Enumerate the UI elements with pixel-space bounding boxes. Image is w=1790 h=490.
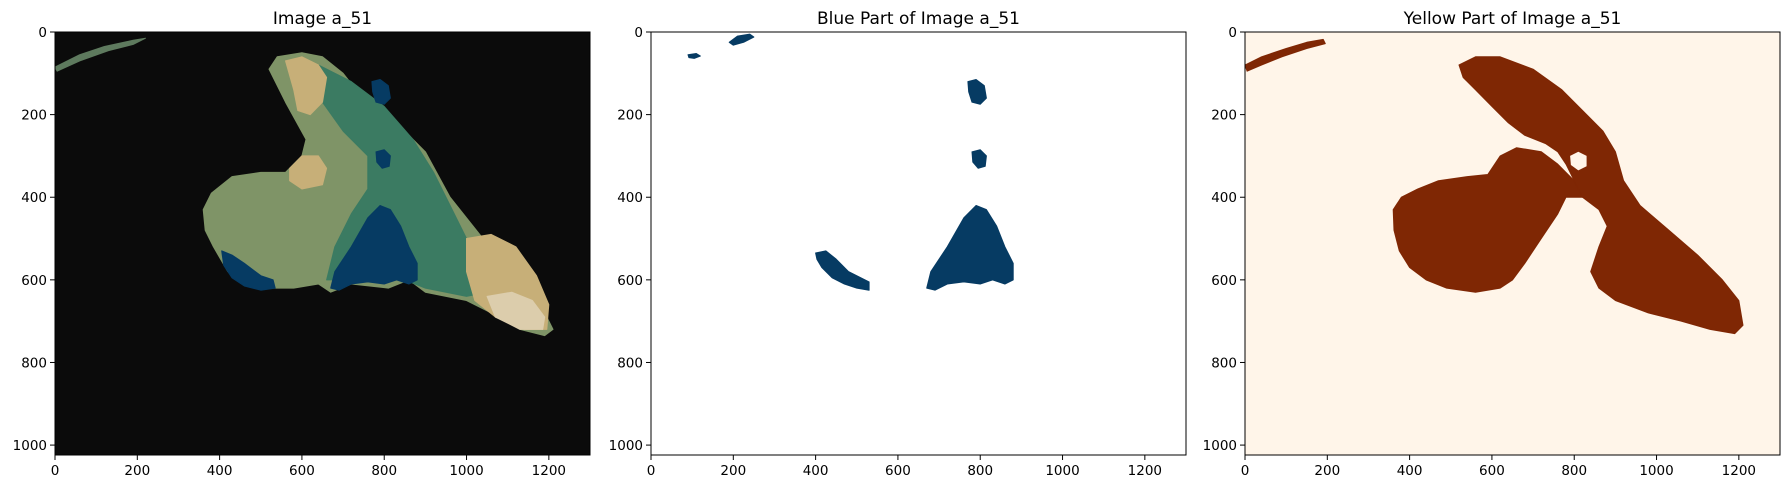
y-tick-label: 400 (617, 190, 643, 206)
region-yellow-body (1392, 147, 1583, 293)
x-tick-label: 200 (720, 463, 746, 479)
region-blue-top (371, 79, 391, 105)
region-cream-right (486, 291, 546, 330)
x-tick-label: 400 (1397, 463, 1423, 479)
image-background (651, 32, 1186, 455)
x-tick-label: 1200 (532, 463, 566, 479)
y-tick-label: 200 (1211, 108, 1237, 124)
panel-1: Image a_51 0 200 400 600 800 1000 1200 0 200 400 60… (13, 9, 591, 479)
panel-2: Blue Part of Image a_51 0 200 400 600 800 1000… (609, 9, 1187, 479)
region-yellow-arm (1458, 56, 1744, 335)
y-tick-label: 1000 (13, 438, 47, 454)
panel-title: Blue Part of Image a_51 (817, 9, 1020, 29)
region-blue-corner (728, 33, 755, 46)
y-tick-label: 1000 (609, 438, 643, 454)
y-tick-label: 600 (1211, 273, 1237, 289)
y-tick-label: 1000 (1203, 438, 1237, 454)
x-tick-label: 1200 (1722, 463, 1756, 479)
region-tan-top (285, 56, 328, 116)
panel-title: Yellow Part of Image a_51 (1403, 9, 1622, 29)
axes-frame (650, 31, 1187, 456)
x-tick-label: 0 (1241, 463, 1250, 479)
image-area (687, 33, 1014, 291)
x-tick-label: 800 (1561, 463, 1587, 479)
region-yellow-hole (1570, 151, 1587, 171)
y-tick-label: 400 (21, 190, 47, 206)
x-tick-label: 1000 (449, 463, 483, 479)
axes-frame (54, 31, 591, 456)
y-tick-label: 800 (617, 355, 643, 371)
region-blue-top (967, 79, 987, 105)
panel-3: Yellow Part of Image a_51 0 200 400 600 800 10… (1203, 9, 1781, 479)
x-tick-label: 800 (967, 463, 993, 479)
x-tick-label: 1200 (1128, 463, 1162, 479)
region-tan-blob (289, 155, 328, 190)
region-corner-streak (55, 37, 146, 72)
y-tick-label: 400 (1211, 190, 1237, 206)
axes-frame (1244, 31, 1781, 456)
x-tick-label: 1000 (1639, 463, 1673, 479)
x-tick-label: 600 (289, 463, 315, 479)
y-tick-label: 600 (21, 273, 47, 289)
x-tick-label: 0 (647, 463, 656, 479)
y-tick-label: 800 (21, 355, 47, 371)
y-tick-label: 200 (617, 108, 643, 124)
y-tick-label: 600 (617, 273, 643, 289)
y-tick-label: 0 (38, 25, 47, 41)
x-tick-label: 800 (371, 463, 397, 479)
region-yellow-streak (1245, 38, 1326, 72)
region-blue-center (926, 205, 1014, 291)
y-tick-label: 0 (1228, 25, 1237, 41)
x-tick-label: 0 (51, 463, 60, 479)
region-blue-center (330, 205, 418, 291)
x-tick-label: 600 (885, 463, 911, 479)
region-blue-mid (971, 149, 987, 169)
region-blue-dot (687, 53, 701, 59)
x-tick-label: 200 (1314, 463, 1340, 479)
y-tick-label: 800 (1211, 355, 1237, 371)
image-area (1245, 38, 1744, 335)
region-blue-left (815, 250, 870, 291)
y-tick-label: 0 (634, 25, 643, 41)
x-tick-label: 600 (1479, 463, 1505, 479)
image-area (55, 37, 554, 337)
x-tick-label: 200 (124, 463, 150, 479)
region-blue-mid (375, 149, 391, 169)
x-tick-label: 1000 (1045, 463, 1079, 479)
region-blue-left (221, 250, 276, 291)
x-tick-label: 400 (803, 463, 829, 479)
x-tick-label: 400 (207, 463, 233, 479)
y-tick-label: 200 (21, 108, 47, 124)
panel-title: Image a_51 (273, 9, 372, 29)
